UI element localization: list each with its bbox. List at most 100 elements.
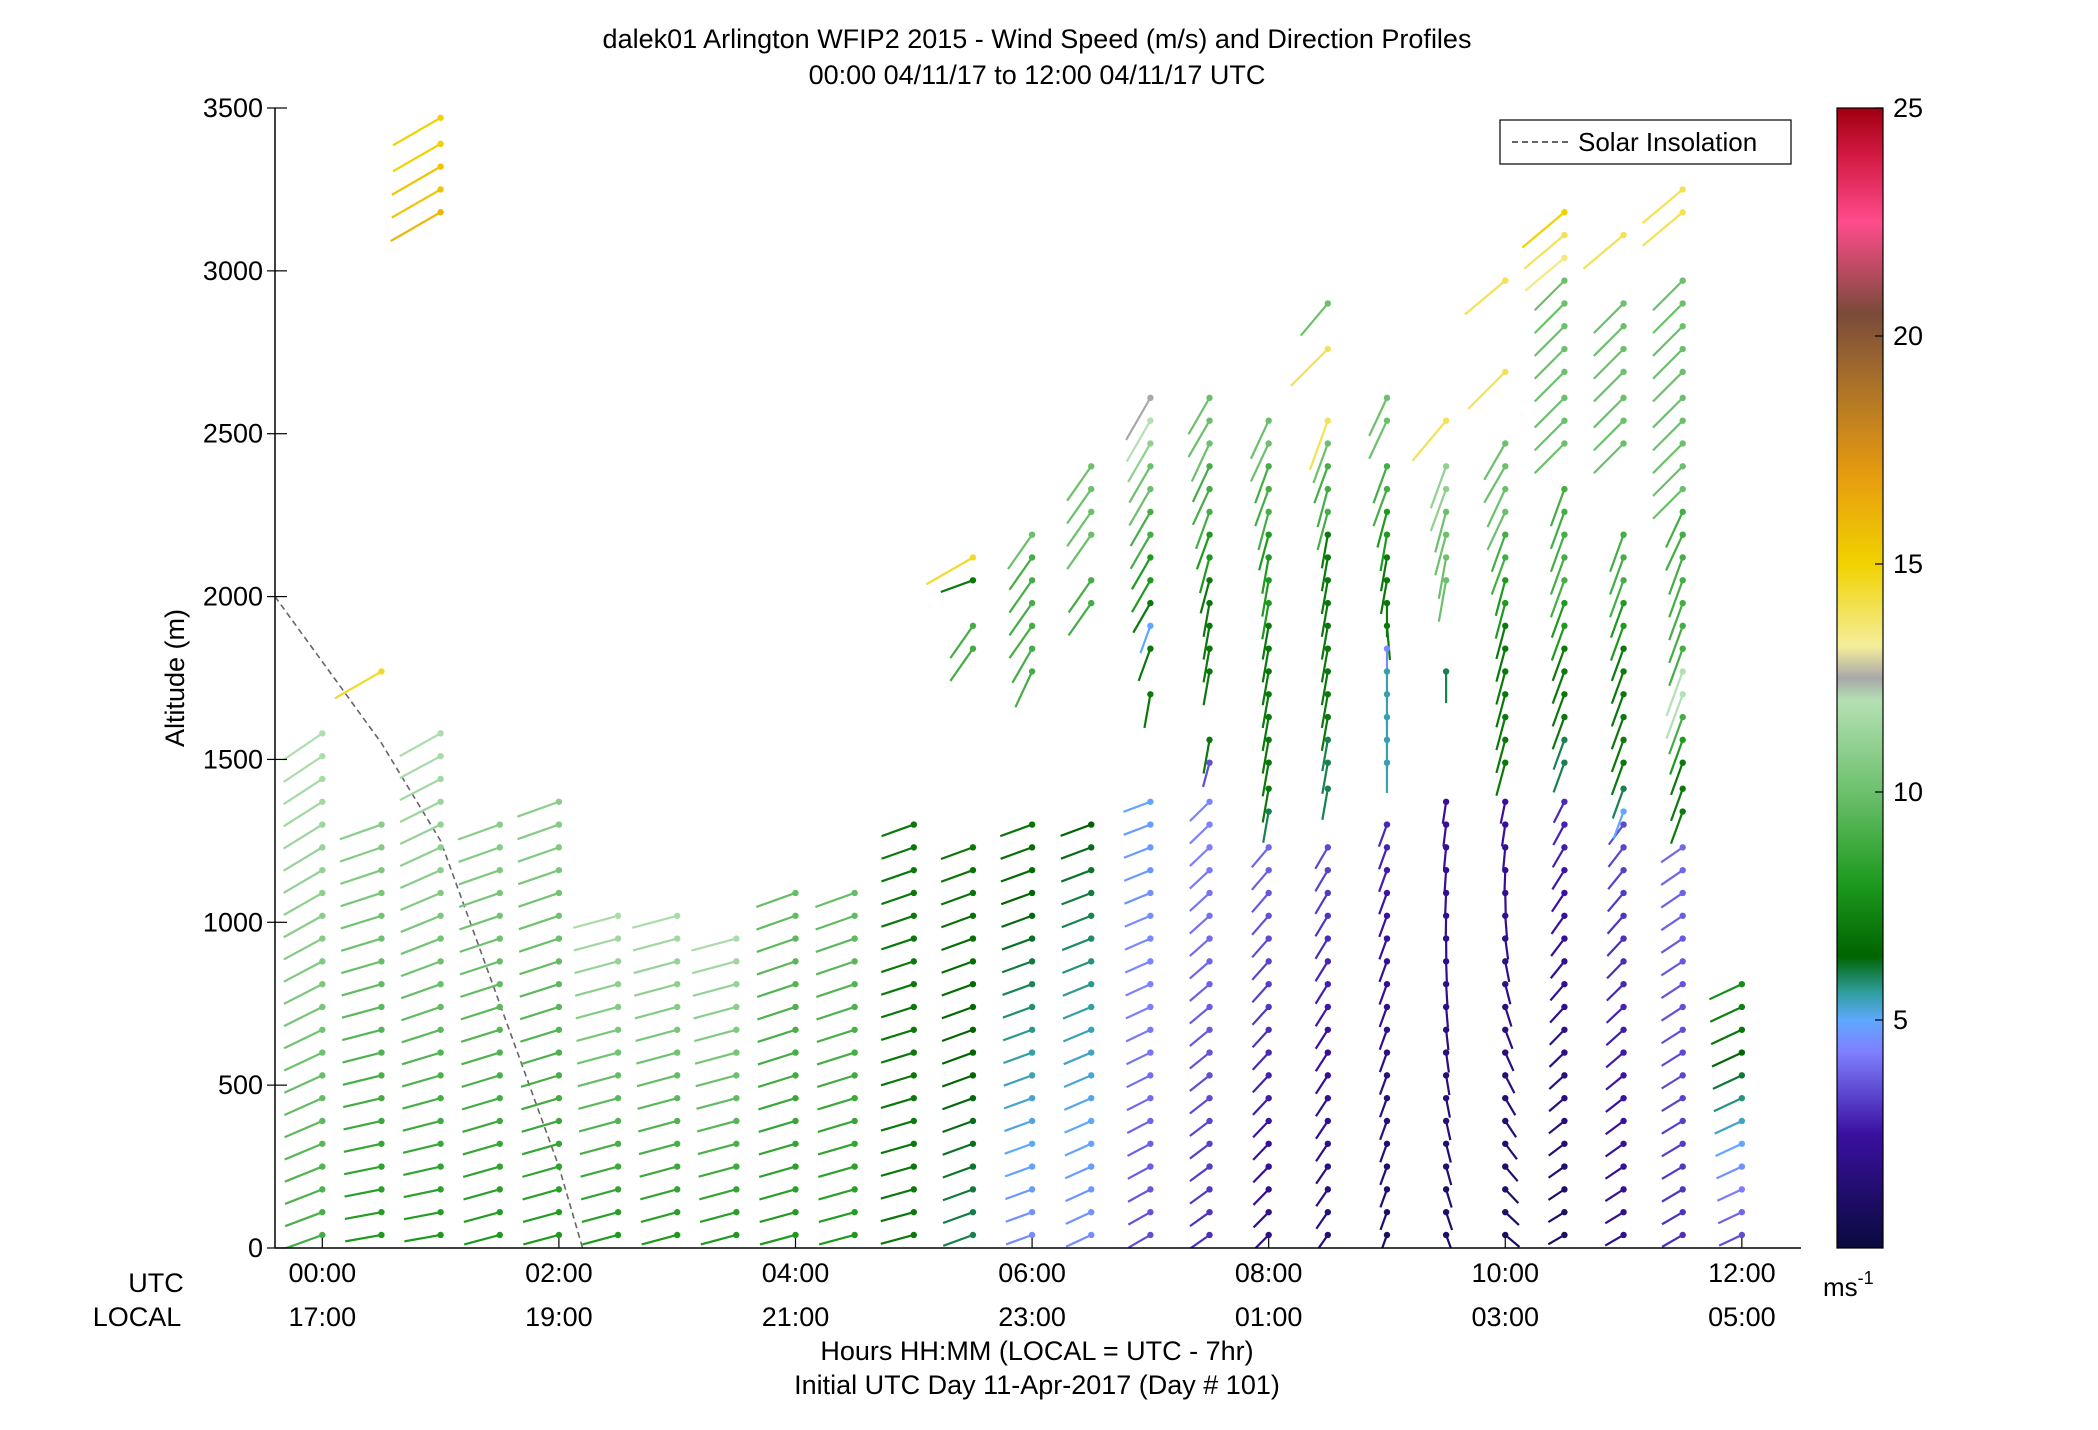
wind-barb-dot <box>1325 417 1331 423</box>
wind-barb-dot <box>1029 554 1035 560</box>
wind-barb-dot <box>911 1209 917 1215</box>
wind-barb-dot <box>851 913 857 919</box>
wind-barb-dot <box>1443 799 1449 805</box>
wind-barb-dot <box>1443 1186 1449 1192</box>
wind-barb-dot <box>1620 1095 1626 1101</box>
wind-barb-dot <box>437 730 443 736</box>
wind-barb-dot <box>1206 463 1212 469</box>
local-row-label: LOCAL <box>93 1302 182 1332</box>
wind-barb-dot <box>792 1232 798 1238</box>
wind-barb-dot <box>1739 1163 1745 1169</box>
colorbar-tick-label: 25 <box>1893 93 1923 123</box>
y-tick-label: 1500 <box>203 744 263 774</box>
wind-barb-dot <box>1147 486 1153 492</box>
wind-barb-dot <box>1443 1163 1449 1169</box>
wind-barb-dot <box>851 1186 857 1192</box>
wind-barb-dot <box>1206 668 1212 674</box>
wind-barb-dot <box>1265 981 1271 987</box>
wind-barb-dot <box>497 1141 503 1147</box>
wind-barb-dot <box>1620 1072 1626 1078</box>
wind-barb-dot <box>378 1163 384 1169</box>
wind-barb-dot <box>1206 1095 1212 1101</box>
wind-barb-dot <box>1029 645 1035 651</box>
wind-barb-dot <box>1680 300 1686 306</box>
wind-barb-dot <box>1265 668 1271 674</box>
wind-barb-dot <box>1206 395 1212 401</box>
y-axis-label: Altitude (m) <box>160 609 190 747</box>
wind-barb-dot <box>615 1118 621 1124</box>
wind-barb-dot <box>851 1163 857 1169</box>
wind-barb-dot <box>1029 844 1035 850</box>
wind-barb-dot <box>1206 890 1212 896</box>
wind-barb-dot <box>1561 714 1567 720</box>
wind-barb-dot <box>1443 1072 1449 1078</box>
wind-barb-dot <box>497 1163 503 1169</box>
wind-barb-dot <box>1680 1004 1686 1010</box>
wind-barb-dot <box>319 1118 325 1124</box>
wind-barb-dot <box>1147 913 1153 919</box>
wind-barb-dot <box>1680 417 1686 423</box>
wind-barb-dot <box>1561 1095 1567 1101</box>
x-tick-label-local: 21:00 <box>762 1302 830 1332</box>
wind-barb-dot <box>497 867 503 873</box>
wind-barb-dot <box>1680 463 1686 469</box>
wind-barb-dot <box>1502 577 1508 583</box>
wind-barb-dot <box>970 623 976 629</box>
wind-barb-dot <box>1325 509 1331 515</box>
wind-barb-dot <box>1325 714 1331 720</box>
wind-barb-dot <box>1029 913 1035 919</box>
wind-barb-dot <box>1502 1072 1508 1078</box>
wind-barb-dot <box>497 1209 503 1215</box>
wind-barb-dot <box>1029 577 1035 583</box>
wind-barb-dot <box>319 1004 325 1010</box>
wind-barb-dot <box>1325 645 1331 651</box>
wind-barb-dot <box>792 1209 798 1215</box>
wind-barb-dot <box>1029 1004 1035 1010</box>
wind-barb-dot <box>1502 623 1508 629</box>
wind-barb-dot <box>1680 844 1686 850</box>
wind-barb-dot <box>319 1141 325 1147</box>
wind-barb-dot <box>1443 509 1449 515</box>
wind-barb-dot <box>319 981 325 987</box>
wind-barb-dot <box>1088 509 1094 515</box>
wind-barb-dot <box>319 1163 325 1169</box>
wind-barb-dot <box>1620 913 1626 919</box>
wind-barb-dot <box>1384 867 1390 873</box>
wind-barb-dot <box>674 1186 680 1192</box>
wind-barb-dot <box>1561 509 1567 515</box>
wind-barb-dot <box>851 1072 857 1078</box>
wind-barb-dot <box>1325 1004 1331 1010</box>
wind-barb-dot <box>319 890 325 896</box>
wind-barb-dot <box>970 935 976 941</box>
wind-barb-dot <box>1384 1095 1390 1101</box>
wind-barb-dot <box>1620 645 1626 651</box>
wind-barb-dot <box>1680 759 1686 765</box>
wind-barb-dot <box>1680 1027 1686 1033</box>
wind-barb-dot <box>1147 395 1153 401</box>
wind-barb-dot <box>792 1072 798 1078</box>
wind-barb-dot <box>437 1209 443 1215</box>
wind-barb-dot <box>1265 417 1271 423</box>
wind-barb-dot <box>1561 981 1567 987</box>
wind-barb-dot <box>1620 369 1626 375</box>
wind-barb-dot <box>497 1027 503 1033</box>
wind-barb-dot <box>1265 691 1271 697</box>
wind-barb-dot <box>1029 1232 1035 1238</box>
wind-barb-dot <box>1384 509 1390 515</box>
wind-barb-dot <box>1502 600 1508 606</box>
wind-barb-dot <box>851 1118 857 1124</box>
wind-barb-dot <box>970 1186 976 1192</box>
utc-row-label: UTC <box>128 1268 184 1298</box>
wind-barb-dot <box>1147 1163 1153 1169</box>
wind-barb-dot <box>497 1004 503 1010</box>
wind-barb-dot <box>319 913 325 919</box>
wind-barb-dot <box>1443 554 1449 560</box>
colorbar-unit-label: ms-1 <box>1823 1268 1874 1302</box>
wind-barb-dot <box>1680 958 1686 964</box>
wind-barb-dot <box>1088 1163 1094 1169</box>
wind-barb-dot <box>1088 1072 1094 1078</box>
wind-barb-dot <box>970 981 976 987</box>
wind-barb-dot <box>1620 691 1626 697</box>
wind-barb-dot <box>319 776 325 782</box>
wind-barb-dot <box>1502 981 1508 987</box>
